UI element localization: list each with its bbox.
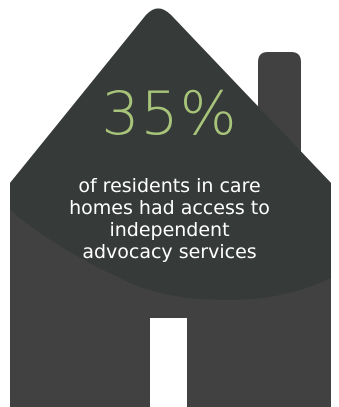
caption-line: homes had access to: [69, 197, 270, 219]
stat-caption: of residents in care homes had access to…: [0, 175, 339, 263]
stat-value: 35%: [101, 79, 238, 149]
caption-line: advocacy services: [82, 241, 257, 263]
roof-panel: [10, 8, 331, 300]
caption-line: independent: [109, 219, 230, 241]
caption-line: of residents in care: [78, 175, 261, 197]
door-icon: [150, 318, 187, 407]
